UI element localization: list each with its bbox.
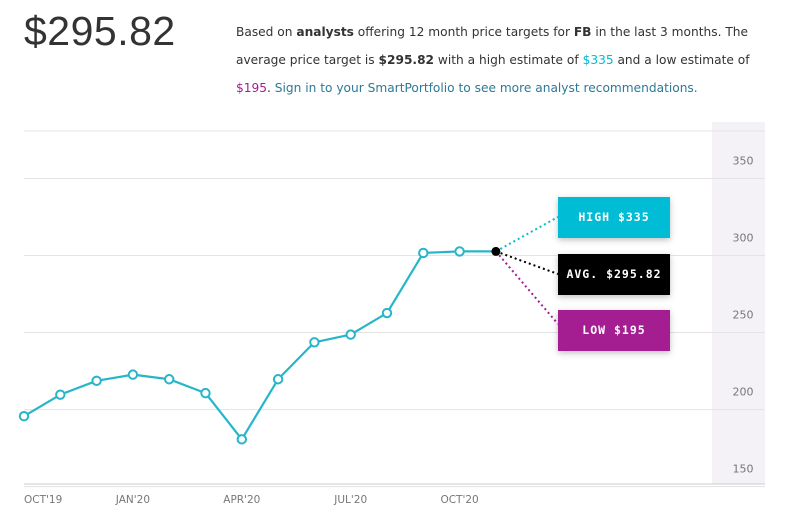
summary-ticker: FB bbox=[573, 25, 592, 39]
x-tick-label: JUL'20 bbox=[333, 494, 367, 506]
summary-text-3: in the last 3 months. The average price … bbox=[236, 25, 748, 67]
y-tick-label: 250 bbox=[733, 309, 754, 322]
x-tick-label: OCT'19 bbox=[24, 494, 62, 506]
price-point[interactable] bbox=[18, 411, 30, 422]
price-point[interactable] bbox=[381, 307, 393, 319]
y-tick-label: 150 bbox=[733, 463, 754, 476]
y-tick-label: 300 bbox=[733, 232, 754, 245]
smartportfolio-signin-link[interactable]: Sign in to your SmartPortfolio to see mo… bbox=[274, 81, 698, 95]
price-series-line bbox=[23, 250, 496, 441]
summary-text-6: . bbox=[267, 81, 275, 95]
x-tick-label: OCT'20 bbox=[440, 494, 478, 506]
price-point[interactable] bbox=[345, 329, 356, 340]
summary-text-4: with a high estimate of bbox=[434, 53, 583, 67]
price-point[interactable] bbox=[55, 389, 66, 400]
avg-target-tag: AVG. $295.82 bbox=[558, 254, 670, 295]
price-point[interactable] bbox=[236, 434, 248, 445]
high-forecast-line bbox=[495, 216, 559, 253]
summary-low-value: $195 bbox=[236, 81, 268, 95]
avg-forecast-line bbox=[495, 250, 559, 275]
summary-text-5: and a low estimate of bbox=[613, 53, 750, 67]
price-point[interactable] bbox=[127, 369, 139, 380]
price-point[interactable] bbox=[309, 337, 320, 348]
price-point[interactable] bbox=[272, 374, 284, 385]
current-price-point[interactable] bbox=[491, 246, 501, 256]
summary-text-2: offering 12 month price targets for bbox=[353, 25, 574, 39]
y-tick-label: 350 bbox=[733, 155, 754, 168]
price-point[interactable] bbox=[200, 387, 211, 399]
price-point[interactable] bbox=[164, 374, 175, 385]
price-target-summary: Based on analysts offering 12 month pric… bbox=[236, 18, 764, 102]
price-point[interactable] bbox=[91, 375, 102, 386]
low-forecast-line bbox=[495, 250, 559, 325]
x-tick-label: APR'20 bbox=[223, 494, 260, 506]
summary-analysts-link[interactable]: analysts bbox=[296, 25, 354, 39]
low-target-tag: LOW $195 bbox=[558, 310, 670, 351]
summary-text-1: Based on bbox=[236, 25, 297, 39]
current-price: $295.82 bbox=[24, 8, 176, 54]
summary-avg-value: $295.82 bbox=[378, 53, 435, 67]
price-point[interactable] bbox=[454, 246, 465, 257]
summary-high-value: $335 bbox=[582, 53, 614, 67]
y-tick-label: 200 bbox=[733, 386, 754, 399]
x-tick-label: JAN'20 bbox=[115, 494, 150, 506]
high-target-tag: HIGH $335 bbox=[558, 197, 670, 238]
price-point[interactable] bbox=[418, 247, 429, 259]
y-axis-band bbox=[712, 122, 765, 484]
